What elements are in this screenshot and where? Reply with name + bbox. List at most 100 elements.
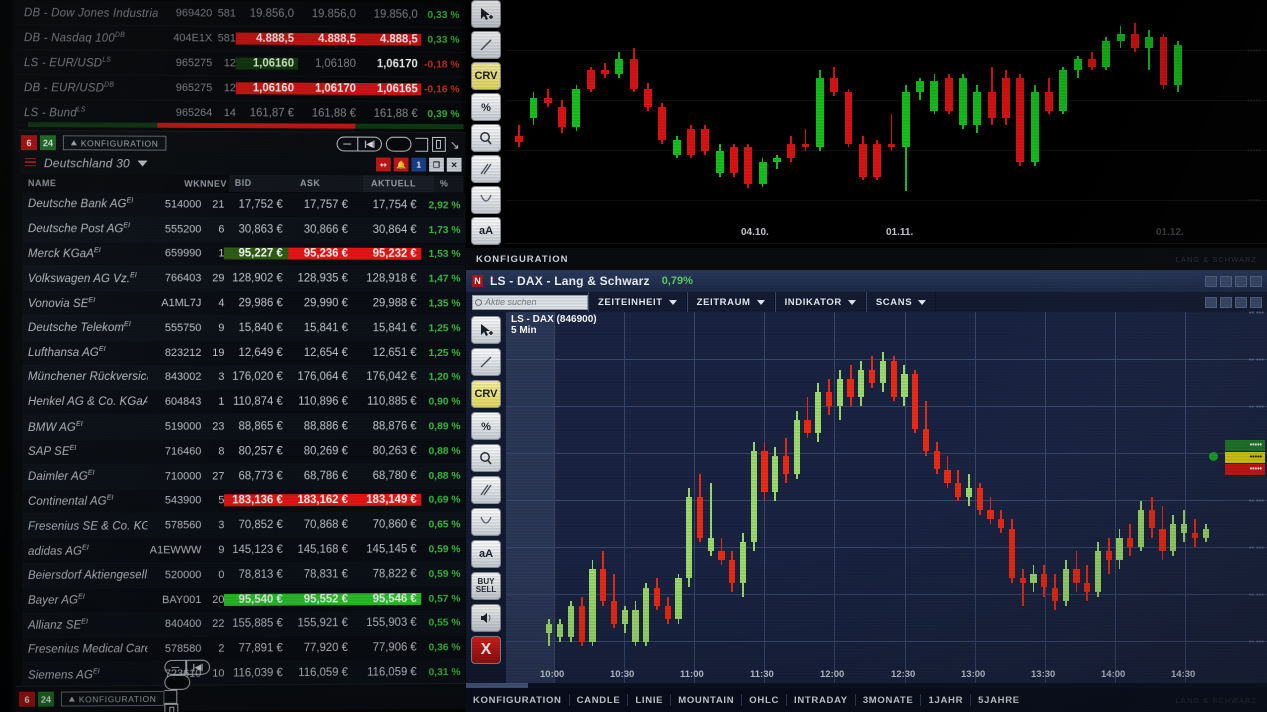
top-chart-plot[interactable]: 04.10. 01.11. 01.12. ••••• ••••• ••••• ••••• xyxy=(506,0,1267,248)
trendline-icon[interactable] xyxy=(471,348,501,376)
table-row[interactable]: BMW AGEI 519000 23 88,865 € 88,886 € 88,876 €… xyxy=(21,414,466,440)
bottombar-item-konfiguration[interactable]: KONFIGURATION xyxy=(473,694,562,706)
parallel-lines-icon[interactable] xyxy=(471,155,501,183)
menu-scans[interactable]: SCANS xyxy=(865,292,937,312)
toolbar-extra-icon-2[interactable] xyxy=(1220,296,1232,308)
menu-hamburger-icon[interactable] xyxy=(24,157,36,169)
curve-icon[interactable] xyxy=(471,508,501,536)
bottombar-item-mountain[interactable]: MOUNTAIN xyxy=(678,694,735,706)
column-header-bid[interactable]: BID xyxy=(228,174,295,192)
table-row[interactable]: Lufthansa AGEI 823212 19 12,649 € 12,654 € 12… xyxy=(21,340,466,366)
bottombar-item-ohlc[interactable]: OHLC xyxy=(749,694,780,706)
badge-left[interactable]: 6 xyxy=(20,135,37,151)
chevron-down-icon[interactable] xyxy=(137,160,148,167)
nav-pill-bottom[interactable]: — |◀| xyxy=(164,659,211,675)
table-row[interactable]: Allianz SEEI 840400 22 155,885 € 155,921 € 15… xyxy=(21,611,466,639)
table-row[interactable]: Beiersdorf Aktiengesellsc 520000 0 78,813 €… xyxy=(21,562,466,589)
oval-toggle-button[interactable] xyxy=(385,136,412,152)
table-row[interactable]: Bayer AGEI BAY001 20 95,540 €95,552 €95,546… xyxy=(21,586,466,614)
table-row[interactable]: Merck KGaAEI 659990 1 95,227 €95,236 €95,23… xyxy=(21,241,466,268)
cursor-plus-icon[interactable] xyxy=(471,316,501,344)
toolbar-extra-icon-4[interactable] xyxy=(1250,296,1262,308)
percent-icon[interactable]: % xyxy=(471,412,501,440)
column-header-nev[interactable]: NEV xyxy=(207,178,227,189)
flag-icon[interactable] xyxy=(415,137,429,152)
index-row[interactable]: LS - EUR/USDLS 965275 12 1,06160 1,06180 1,06… xyxy=(17,50,466,78)
help-icon[interactable] xyxy=(1205,275,1217,287)
table-row[interactable]: Daimler AGEI 710000 27 68,773 € 68,786 € 68,7… xyxy=(21,463,466,490)
table-row[interactable]: Fresenius Medical Care A 578580 2 77,891 € 7… xyxy=(21,635,466,664)
stock-ask: 176,064 € xyxy=(297,371,348,384)
search-input[interactable]: Aktie suchen xyxy=(472,294,588,310)
close-x-icon[interactable]: X xyxy=(471,636,501,664)
percent-icon[interactable]: % xyxy=(471,93,501,121)
text-icon[interactable]: aA xyxy=(471,540,501,568)
alarm-bell-icon[interactable]: 🔔 xyxy=(393,157,409,172)
close-icon[interactable]: ✕ xyxy=(446,157,462,172)
index-row[interactable]: DB - Nasdaq 100DB 404E1X 581 4.888,5 4.888,5… xyxy=(17,25,466,53)
magnifier-icon[interactable] xyxy=(471,124,501,152)
index-row[interactable]: DB - EUR/USDDB 965275 12 1,06160 1,06170 1,06… xyxy=(17,75,466,103)
toolbar-extra-icon-3[interactable] xyxy=(1235,296,1247,308)
table-row[interactable]: Deutsche TelekomEI 555750 9 15,840 € 15,841 … xyxy=(21,316,466,341)
badge-right-bottom[interactable]: 24 xyxy=(37,691,54,707)
table-row[interactable]: Vonovia SEEI A1ML7J 4 29,986 € 29,990 € 29,98… xyxy=(21,291,466,317)
badge-right[interactable]: 24 xyxy=(39,135,56,151)
column-header-ask[interactable]: ASK xyxy=(294,175,364,193)
bottombar-item-5jahre[interactable]: 5JAHRE xyxy=(978,694,1020,706)
konfiguration-button-top[interactable]: KONFIGURATION xyxy=(62,135,167,151)
maximize-icon[interactable] xyxy=(1235,275,1247,287)
bottombar-item-3monate[interactable]: 3MONATE xyxy=(862,694,914,706)
index-row[interactable]: DB - Dow Jones IndustriaDB 969420 581 19.85… xyxy=(17,0,466,29)
table-row[interactable]: Deutsche Bank AGEI 514000 21 17,752 € 17,757… xyxy=(21,192,466,219)
table-row[interactable]: Deutsche Post AGEI 555200 6 30,863 € 30,866 … xyxy=(21,216,466,243)
crv-icon[interactable]: CRV xyxy=(471,62,501,90)
link-icon[interactable]: ⇿ xyxy=(376,157,391,172)
menu-zeiteinheit[interactable]: ZEITEINHEIT xyxy=(588,292,687,312)
flag-icon-bottom[interactable] xyxy=(164,689,178,704)
text-icon[interactable]: aA xyxy=(471,217,501,245)
mobile-device-icon[interactable] xyxy=(432,136,446,152)
bottombar-item-candle[interactable]: CANDLE xyxy=(576,694,621,706)
table-row[interactable]: Volkswagen AG Vz.EI 766403 29 128,902 € 128,… xyxy=(21,266,466,292)
bottombar-item-linie[interactable]: LINIE xyxy=(635,694,664,706)
return-arrow-icon[interactable]: ↘ xyxy=(449,137,460,152)
curve-icon[interactable] xyxy=(471,186,501,214)
table-row[interactable]: SAP SEEI 716460 8 80,257 € 80,269 € 80,263 € 0… xyxy=(21,439,466,465)
column-header-name[interactable]: NAME xyxy=(27,177,57,188)
oval-toggle-button-bottom[interactable] xyxy=(164,674,191,690)
bottombar-item-1jahr[interactable]: 1JAHR xyxy=(928,694,964,706)
candle-body-down xyxy=(1087,59,1096,67)
magnifier-icon[interactable] xyxy=(471,444,501,472)
nav-pill[interactable]: — |◀| xyxy=(336,136,382,152)
column-header-aktuell[interactable]: AKTUELL xyxy=(363,175,435,193)
index-ask: 19.856,0 xyxy=(311,8,356,21)
crv-icon[interactable]: CRV xyxy=(471,380,501,408)
lower-chart-plot[interactable]: LS - DAX (846900) 5 Min •• ••• •• ••• •• •… xyxy=(506,308,1267,693)
menu-zeitraum[interactable]: ZEITRAUM xyxy=(686,292,775,312)
trendline-icon[interactable] xyxy=(471,31,501,59)
table-row[interactable]: Fresenius SE & Co. KGaAE 578560 3 70,852 € 7… xyxy=(21,512,466,540)
close-window-icon[interactable] xyxy=(1250,275,1262,287)
speaker-icon[interactable] xyxy=(471,604,501,632)
konfiguration-button-bottom[interactable]: KONFIGURATION xyxy=(60,690,165,707)
column-header-pct[interactable]: % xyxy=(434,175,464,193)
toolbar-extra-icon-1[interactable] xyxy=(1205,296,1217,308)
table-row[interactable]: Continental AGEI 543900 5 183,136 €183,162 … xyxy=(21,488,466,515)
minimize-icon[interactable] xyxy=(1220,275,1232,287)
bottombar-item-intraday[interactable]: INTRADAY xyxy=(794,694,848,706)
mobile-device-icon-bottom[interactable] xyxy=(164,703,179,712)
menu-indikator[interactable]: INDIKATOR xyxy=(774,292,866,312)
table-row[interactable]: Münchener Rückversiche 843002 3 176,020 € 17… xyxy=(21,365,466,391)
parallel-lines-icon[interactable] xyxy=(471,476,501,504)
cursor-plus-icon[interactable] xyxy=(471,0,501,28)
restore-window-icon[interactable]: ❐ xyxy=(429,157,444,172)
table-row[interactable]: adidas AGEI A1EWWW 9 145,123 € 145,168 € 145,… xyxy=(21,537,466,564)
column-header-wkn[interactable]: WKN xyxy=(184,178,208,189)
konfiguration-label-mid[interactable]: KONFIGURATION xyxy=(476,253,569,265)
badge-left-bottom[interactable]: 6 xyxy=(18,691,35,707)
page-number-button[interactable]: 1 xyxy=(411,157,427,172)
table-row[interactable]: Henkel AG & Co. KGaA V 604843 1 110,874 € 11… xyxy=(21,390,466,416)
